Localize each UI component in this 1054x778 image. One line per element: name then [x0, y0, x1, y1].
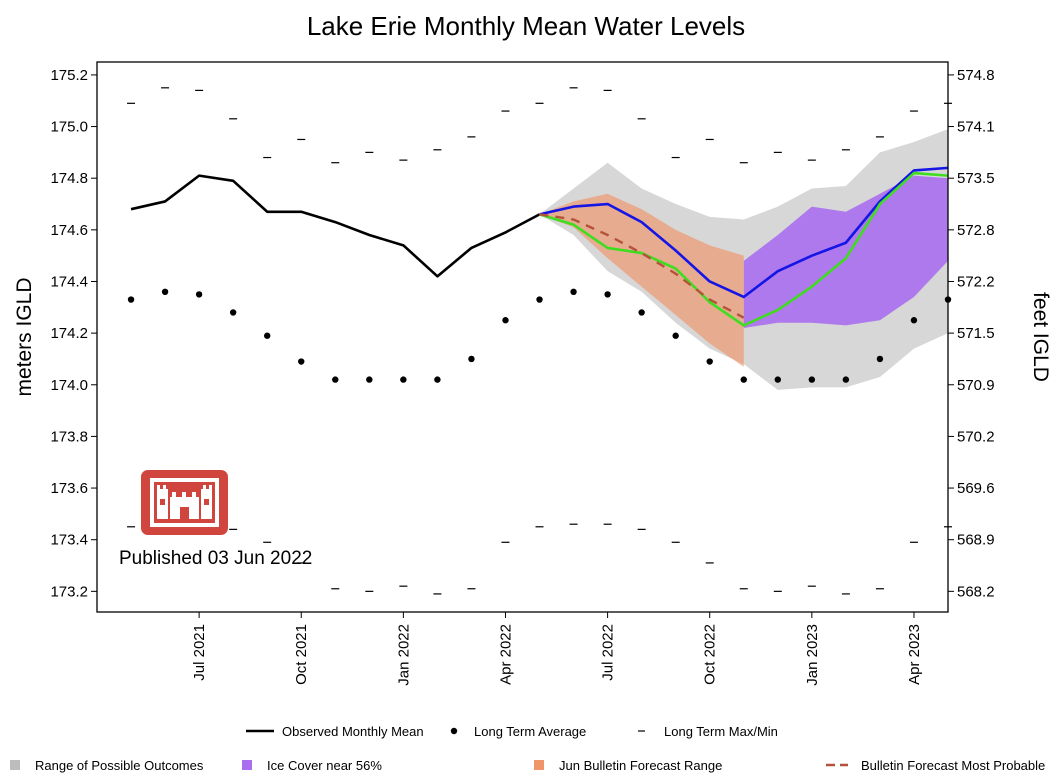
- forecast-path-blue-line: [539, 166, 949, 299]
- long-term-average-point: [706, 358, 713, 365]
- long-term-average-point: [161, 288, 169, 296]
- y-left-tick-label: 174.6: [50, 222, 88, 239]
- long-term-average-point: [502, 317, 509, 324]
- bands-layer: [539, 129, 948, 390]
- x-tick-label: Jul 2021: [191, 624, 208, 681]
- legend-label: Ice Cover near 56%: [267, 758, 382, 773]
- legend-label: Range of Possible Outcomes: [35, 758, 204, 773]
- observed-monthly-mean-line: [130, 174, 541, 278]
- y-axis-right-title: feet IGLD: [1029, 292, 1052, 382]
- axes-layer: 175.2 175.0 174.8 174.6 174.4 174.2 174.0 173.8…: [50, 67, 994, 686]
- y-right-tick-label: 571.5: [957, 325, 995, 342]
- x-tick-label: Apr 2023: [906, 624, 923, 685]
- long-term-average-point: [842, 376, 850, 383]
- long-term-average-point: [876, 355, 884, 363]
- castle-icon: [150, 478, 219, 527]
- y-left-tick-label: 174.0: [50, 377, 88, 394]
- long-term-average-point: [536, 296, 543, 303]
- y-left-tick-label: 173.6: [50, 480, 88, 497]
- long-term-average-point: [604, 291, 611, 298]
- legend-label: Long Term Average: [474, 724, 586, 739]
- long-term-average-point: [366, 376, 373, 383]
- y-right-tick-label: 574.1: [957, 119, 995, 136]
- legend-label: Long Term Max/Min: [664, 724, 778, 739]
- y-right-tick-label: 572.2: [957, 273, 995, 290]
- y-right-tick-label: 569.6: [957, 480, 995, 497]
- long-term-average-point: [910, 317, 918, 324]
- plot-frame: [96, 61, 949, 613]
- y-right-tick-label: 573.5: [957, 170, 995, 187]
- y-left-tick-label: 174.4: [50, 273, 88, 290]
- x-tick-label: Jan 2023: [804, 624, 821, 686]
- x-tick-label: Jul 2022: [600, 624, 617, 681]
- long-term-average-point: [229, 309, 237, 316]
- y-left-tick-label: 175.2: [50, 67, 88, 84]
- x-tick-label: Apr 2022: [497, 624, 514, 685]
- y-right-tick-label: 570.9: [957, 377, 995, 394]
- legend-swatch-ice-cover-near-56: [242, 760, 252, 770]
- forecast-path-green-line: [539, 171, 949, 327]
- long-term-average-point: [740, 376, 747, 383]
- long-term-average-point: [298, 358, 305, 365]
- x-tick-label: Jan 2022: [395, 624, 412, 686]
- long-term-average-point: [468, 355, 475, 363]
- long-term-average-point: [808, 376, 816, 383]
- long-term-average-point: [195, 291, 203, 298]
- legend-swatch-range-of-possible-outcomes: [10, 760, 20, 770]
- y-right-tick-label: 568.2: [957, 583, 995, 600]
- long-term-average-point: [570, 288, 577, 296]
- usace-logo: [141, 470, 228, 535]
- marks-layer: [127, 87, 952, 595]
- legend-label: Observed Monthly Mean: [282, 724, 424, 739]
- legend-label: Jun Bulletin Forecast Range: [559, 758, 722, 773]
- y-left-tick-label: 173.8: [50, 428, 88, 445]
- long-term-average-point: [434, 376, 441, 383]
- legend-label: Bulletin Forecast Most Probable: [861, 758, 1045, 773]
- chart-title: Lake Erie Monthly Mean Water Levels: [307, 11, 745, 41]
- long-term-average-point: [264, 332, 271, 339]
- legend-swatch-jun-bulletin-forecast-range: [534, 760, 544, 770]
- band-ice-cover-near-56: [743, 175, 948, 328]
- y-left-tick-label: 173.4: [50, 532, 88, 549]
- x-tick-label: Oct 2022: [702, 624, 719, 685]
- y-right-tick-label: 572.8: [957, 222, 995, 239]
- long-term-average-point: [400, 376, 407, 383]
- long-term-average-point: [127, 296, 135, 303]
- y-right-tick-label: 570.2: [957, 428, 995, 445]
- legend-swatch-average: [450, 727, 458, 735]
- y-axis-left-title: meters IGLD: [13, 277, 36, 396]
- y-right-tick-label: 568.9: [957, 532, 995, 549]
- y-left-tick-label: 173.2: [50, 583, 88, 600]
- x-tick-label: Oct 2021: [293, 624, 310, 685]
- long-term-average-point: [638, 309, 645, 316]
- long-term-average-point: [774, 376, 781, 383]
- published-date: Published 03 Jun 2022: [119, 548, 312, 569]
- long-term-average-point: [332, 376, 339, 383]
- bulletin-forecast-most-probable-line: [539, 213, 745, 319]
- y-left-tick-label: 174.2: [50, 325, 88, 342]
- legend: Observed Monthly Mean Long Term Average Lo…: [10, 724, 1045, 773]
- y-right-tick-label: 574.8: [957, 67, 995, 84]
- long-term-average-point: [672, 332, 679, 339]
- y-left-tick-label: 175.0: [50, 119, 88, 136]
- lines-layer: [130, 166, 949, 327]
- y-left-tick-label: 174.8: [50, 170, 88, 187]
